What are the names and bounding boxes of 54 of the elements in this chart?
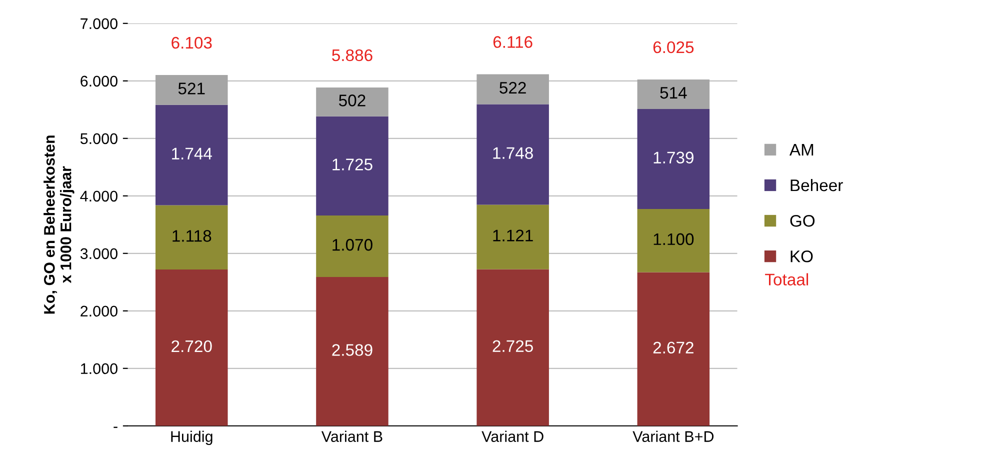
data-label: 1.744 <box>172 148 212 160</box>
bar <box>155 205 228 270</box>
y-tick-label: - <box>114 426 118 428</box>
data-label: 2.672 <box>653 342 694 354</box>
bar <box>476 204 549 270</box>
text: Totaal <box>765 273 808 286</box>
bar <box>316 116 388 216</box>
data-label: 521 <box>178 82 205 94</box>
y-tick-label: 4.000 <box>80 190 118 202</box>
data-label: 1.118 <box>172 230 212 242</box>
legend-label: KO <box>790 250 813 262</box>
data-label: 2.725 <box>492 340 533 352</box>
bar <box>316 87 388 116</box>
bar <box>155 104 228 206</box>
y-axis-title: Ko, GO en Beheerkosten x 1000 Euro/jaar <box>44 136 74 314</box>
y-tick-label: 7.000 <box>80 18 118 30</box>
data-label: 1.748 <box>493 147 533 159</box>
total-label: 6.025 <box>653 41 694 54</box>
bar <box>637 209 710 272</box>
legend-label: GO <box>790 214 815 227</box>
total-label: 5.886 <box>332 49 372 62</box>
y-tick-label: 3.000 <box>80 248 118 260</box>
bar <box>476 104 549 205</box>
y-tick-label: 2.000 <box>80 306 118 317</box>
x-tick-label: Variant B+D <box>632 430 714 442</box>
data-label: 514 <box>660 87 687 99</box>
bar <box>155 269 228 426</box>
bar <box>476 269 549 426</box>
bar <box>316 216 388 278</box>
bar <box>637 79 710 110</box>
data-label: 2.589 <box>332 344 372 356</box>
total-label: 6.103 <box>172 36 212 49</box>
x-tick-label: Variant B <box>321 430 382 442</box>
data-label: 522 <box>500 82 526 94</box>
data-label: 1.121 <box>493 230 533 242</box>
bar <box>637 272 710 426</box>
x-tick-label: Variant D <box>482 430 544 442</box>
bar <box>316 277 388 426</box>
bar <box>155 74 228 105</box>
bar <box>476 74 549 104</box>
data-label: 2.720 <box>172 340 212 352</box>
y-tick-label: 6.000 <box>80 76 118 87</box>
data-label: 1.725 <box>332 158 372 170</box>
data-label: 502 <box>338 94 366 106</box>
bar <box>637 109 710 209</box>
y-tick-label: 5.000 <box>80 133 118 144</box>
x-tick-label: Huidig <box>171 430 212 445</box>
data-label: 1.739 <box>654 152 694 164</box>
legend-label: Beheer <box>790 178 843 192</box>
y-tick-label: 1.000 <box>81 363 118 374</box>
legend-label: AM <box>789 144 814 156</box>
data-label: 1.070 <box>332 238 372 251</box>
total-label: 6.116 <box>493 36 532 48</box>
data-label: 1.100 <box>654 233 694 246</box>
